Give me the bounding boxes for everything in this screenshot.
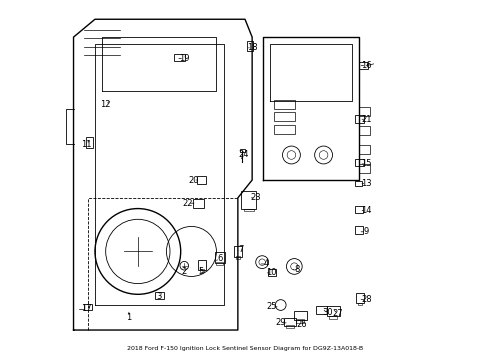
- Bar: [268, 269, 276, 276]
- Bar: [355, 158, 364, 166]
- Text: 6: 6: [217, 254, 222, 263]
- Bar: [359, 126, 370, 135]
- Bar: [198, 260, 206, 270]
- Bar: [284, 318, 296, 326]
- Bar: [356, 293, 364, 303]
- Text: 30: 30: [322, 308, 333, 317]
- Bar: [247, 41, 252, 51]
- Bar: [359, 145, 370, 154]
- Text: 24: 24: [238, 150, 248, 159]
- Text: 3: 3: [157, 292, 162, 301]
- Bar: [273, 100, 295, 109]
- Bar: [355, 206, 363, 213]
- Text: 17: 17: [81, 304, 91, 313]
- Text: 1: 1: [126, 313, 131, 322]
- Bar: [193, 199, 204, 208]
- Text: 13: 13: [361, 179, 372, 188]
- Bar: [174, 54, 185, 62]
- Bar: [215, 252, 224, 263]
- Text: 8: 8: [294, 265, 299, 274]
- Bar: [234, 246, 242, 257]
- Bar: [359, 107, 370, 116]
- Bar: [296, 319, 304, 323]
- Text: 16: 16: [361, 61, 372, 70]
- Bar: [273, 125, 295, 134]
- Bar: [359, 164, 370, 173]
- Text: 23: 23: [250, 193, 261, 202]
- Text: 5: 5: [199, 267, 204, 276]
- Bar: [197, 176, 206, 184]
- Text: 25: 25: [267, 302, 277, 311]
- Bar: [86, 137, 93, 148]
- Bar: [236, 256, 241, 258]
- Text: 22: 22: [183, 199, 193, 208]
- Text: 11: 11: [81, 140, 91, 149]
- Bar: [287, 325, 294, 328]
- Bar: [240, 149, 245, 152]
- Bar: [329, 316, 337, 319]
- Bar: [355, 115, 364, 123]
- Bar: [200, 269, 203, 272]
- Bar: [273, 112, 295, 121]
- Text: 7: 7: [239, 245, 244, 254]
- Text: 19: 19: [179, 54, 190, 63]
- Text: 29: 29: [275, 318, 286, 327]
- Text: 26: 26: [297, 320, 307, 329]
- Bar: [242, 192, 256, 209]
- Text: 15: 15: [361, 159, 372, 168]
- Text: 10: 10: [267, 268, 277, 277]
- Text: 4: 4: [264, 260, 269, 269]
- Bar: [359, 62, 368, 68]
- Bar: [294, 311, 307, 320]
- Text: 20: 20: [188, 176, 198, 185]
- Text: 12: 12: [100, 100, 111, 109]
- Text: 9: 9: [364, 227, 369, 236]
- Bar: [355, 226, 363, 234]
- Bar: [355, 181, 362, 186]
- Bar: [244, 208, 254, 211]
- Bar: [155, 292, 164, 298]
- Text: 21: 21: [361, 115, 372, 124]
- Text: 28: 28: [361, 295, 372, 304]
- Bar: [217, 262, 223, 265]
- Text: 18: 18: [247, 43, 257, 52]
- Bar: [358, 302, 362, 305]
- Text: 27: 27: [333, 310, 343, 319]
- Text: 14: 14: [361, 206, 372, 215]
- Text: 2018 Ford F-150 Ignition Lock Sentinel Sensor Diagram for DG9Z-13A018-B: 2018 Ford F-150 Ignition Lock Sentinel S…: [127, 346, 363, 351]
- Bar: [83, 304, 93, 310]
- Bar: [327, 306, 340, 316]
- Bar: [317, 306, 327, 314]
- Text: 2: 2: [182, 267, 187, 276]
